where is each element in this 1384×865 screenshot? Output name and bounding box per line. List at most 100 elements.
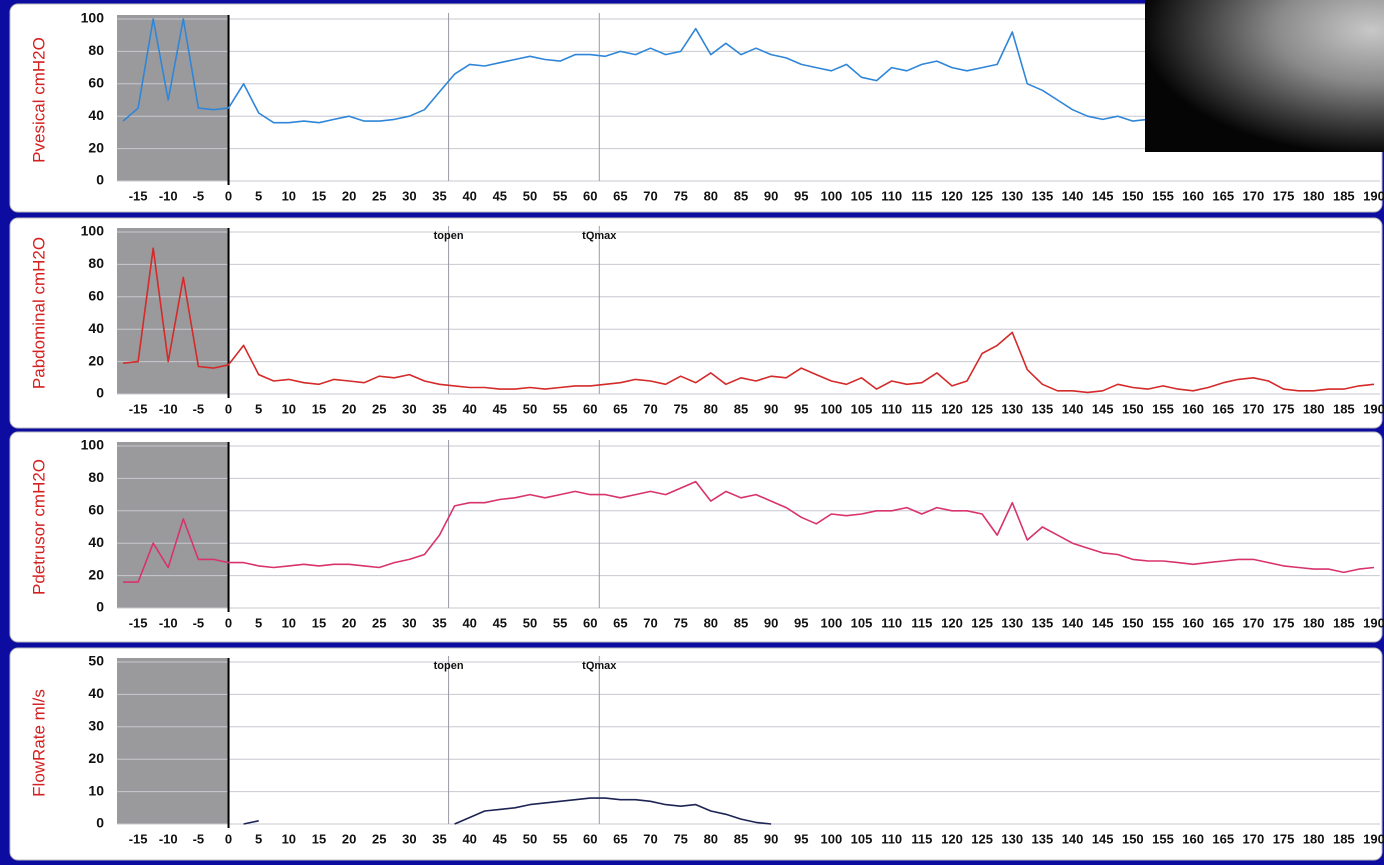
event-label: topen bbox=[434, 660, 464, 672]
x-tick-label: 0 bbox=[225, 831, 232, 846]
x-tick-label: 40 bbox=[462, 401, 476, 416]
x-tick-label: 100 bbox=[821, 188, 843, 203]
x-tick-label: 180 bbox=[1303, 831, 1325, 846]
x-tick-label: 55 bbox=[553, 188, 567, 203]
x-tick-label: 185 bbox=[1333, 831, 1355, 846]
y-tick-label: 60 bbox=[88, 75, 104, 91]
y-tick-label: 40 bbox=[88, 320, 104, 336]
x-tick-label: 165 bbox=[1212, 188, 1234, 203]
x-tick-label: 115 bbox=[911, 831, 932, 846]
x-tick-label: 95 bbox=[794, 831, 808, 846]
y-tick-label: 20 bbox=[88, 750, 104, 766]
page: Urodynamics trace html, body { margin: 0… bbox=[0, 0, 1384, 865]
x-tick-label: 105 bbox=[851, 401, 873, 416]
x-tick-label: 95 bbox=[794, 615, 808, 630]
x-tick-label: 185 bbox=[1333, 615, 1355, 630]
x-tick-label: 20 bbox=[342, 615, 356, 630]
x-tick-label: 145 bbox=[1092, 615, 1114, 630]
x-tick-label: 65 bbox=[613, 831, 627, 846]
x-tick-label: 125 bbox=[971, 615, 993, 630]
x-tick-label: 165 bbox=[1212, 615, 1234, 630]
x-tick-label: 80 bbox=[704, 401, 718, 416]
x-tick-label: 180 bbox=[1303, 401, 1325, 416]
x-tick-label: 155 bbox=[1152, 401, 1174, 416]
x-tick-label: 50 bbox=[523, 615, 537, 630]
x-tick-label: 165 bbox=[1212, 401, 1234, 416]
x-tick-label: 110 bbox=[881, 401, 902, 416]
x-tick-label: 30 bbox=[402, 831, 416, 846]
x-tick-label: 35 bbox=[432, 615, 446, 630]
x-tick-label: 160 bbox=[1182, 401, 1204, 416]
x-tick-label: -15 bbox=[129, 401, 148, 416]
x-tick-label: 70 bbox=[643, 188, 657, 203]
x-tick-label: 170 bbox=[1243, 615, 1265, 630]
x-tick-label: 115 bbox=[911, 401, 932, 416]
x-tick-label: 120 bbox=[941, 615, 963, 630]
x-tick-label: 115 bbox=[911, 188, 932, 203]
x-tick-label: 115 bbox=[911, 615, 932, 630]
x-tick-label: 120 bbox=[941, 831, 963, 846]
x-tick-label: 75 bbox=[673, 831, 687, 846]
x-tick-label: 190 bbox=[1363, 401, 1384, 416]
x-tick-label: 135 bbox=[1032, 615, 1054, 630]
x-tick-label: 175 bbox=[1273, 831, 1295, 846]
x-tick-label: 110 bbox=[881, 831, 902, 846]
y-tick-label: 10 bbox=[88, 782, 104, 798]
x-tick-label: 145 bbox=[1092, 831, 1114, 846]
x-tick-label: -15 bbox=[129, 831, 148, 846]
y-tick-label: 40 bbox=[88, 534, 104, 550]
x-tick-label: 135 bbox=[1032, 188, 1054, 203]
x-tick-label: 150 bbox=[1122, 188, 1144, 203]
x-tick-label: 10 bbox=[282, 615, 296, 630]
x-tick-label: 45 bbox=[493, 188, 507, 203]
x-tick-label: 15 bbox=[312, 615, 326, 630]
x-tick-label: 130 bbox=[1001, 831, 1023, 846]
x-tick-label: 160 bbox=[1182, 188, 1204, 203]
x-tick-label: 30 bbox=[402, 615, 416, 630]
x-tick-label: 160 bbox=[1182, 615, 1204, 630]
x-tick-label: -15 bbox=[129, 615, 148, 630]
x-tick-label: 105 bbox=[851, 615, 873, 630]
pre-void-region bbox=[117, 15, 229, 181]
x-tick-label: 110 bbox=[881, 188, 902, 203]
x-tick-label: 165 bbox=[1212, 831, 1234, 846]
x-tick-label: 65 bbox=[613, 401, 627, 416]
x-tick-label: -5 bbox=[193, 615, 205, 630]
x-tick-label: 85 bbox=[734, 831, 748, 846]
x-tick-label: 140 bbox=[1062, 401, 1084, 416]
x-tick-label: 55 bbox=[553, 615, 567, 630]
pre-void-region bbox=[117, 228, 229, 394]
y-tick-label: 80 bbox=[88, 469, 104, 485]
x-tick-label: -10 bbox=[159, 831, 178, 846]
x-tick-label: 30 bbox=[402, 188, 416, 203]
x-tick-label: 90 bbox=[764, 615, 778, 630]
x-tick-label: 105 bbox=[851, 188, 873, 203]
x-tick-label: 185 bbox=[1333, 188, 1355, 203]
x-tick-label: 20 bbox=[342, 188, 356, 203]
y-tick-label: 100 bbox=[81, 10, 105, 26]
x-tick-label: 40 bbox=[462, 831, 476, 846]
x-tick-label: 60 bbox=[583, 831, 597, 846]
x-tick-label: 170 bbox=[1243, 831, 1265, 846]
x-tick-label: 125 bbox=[971, 831, 993, 846]
y-tick-label: 80 bbox=[88, 42, 104, 58]
x-tick-label: 175 bbox=[1273, 401, 1295, 416]
x-tick-label: 25 bbox=[372, 615, 386, 630]
y-tick-label: 0 bbox=[96, 599, 104, 615]
x-tick-label: 55 bbox=[553, 831, 567, 846]
x-tick-label: 175 bbox=[1273, 615, 1295, 630]
x-tick-label: 45 bbox=[493, 615, 507, 630]
x-tick-label: 175 bbox=[1273, 188, 1295, 203]
x-tick-label: 25 bbox=[372, 831, 386, 846]
x-tick-label: 180 bbox=[1303, 615, 1325, 630]
x-tick-label: 140 bbox=[1062, 615, 1084, 630]
x-tick-label: 10 bbox=[282, 831, 296, 846]
x-tick-label: 170 bbox=[1243, 188, 1265, 203]
x-tick-label: 25 bbox=[372, 401, 386, 416]
y-tick-label: 40 bbox=[88, 107, 104, 123]
x-tick-label: 100 bbox=[821, 615, 843, 630]
x-tick-label: 0 bbox=[225, 615, 232, 630]
x-tick-label: 135 bbox=[1032, 831, 1054, 846]
x-tick-label: 35 bbox=[432, 188, 446, 203]
y-tick-label: 80 bbox=[88, 255, 104, 271]
